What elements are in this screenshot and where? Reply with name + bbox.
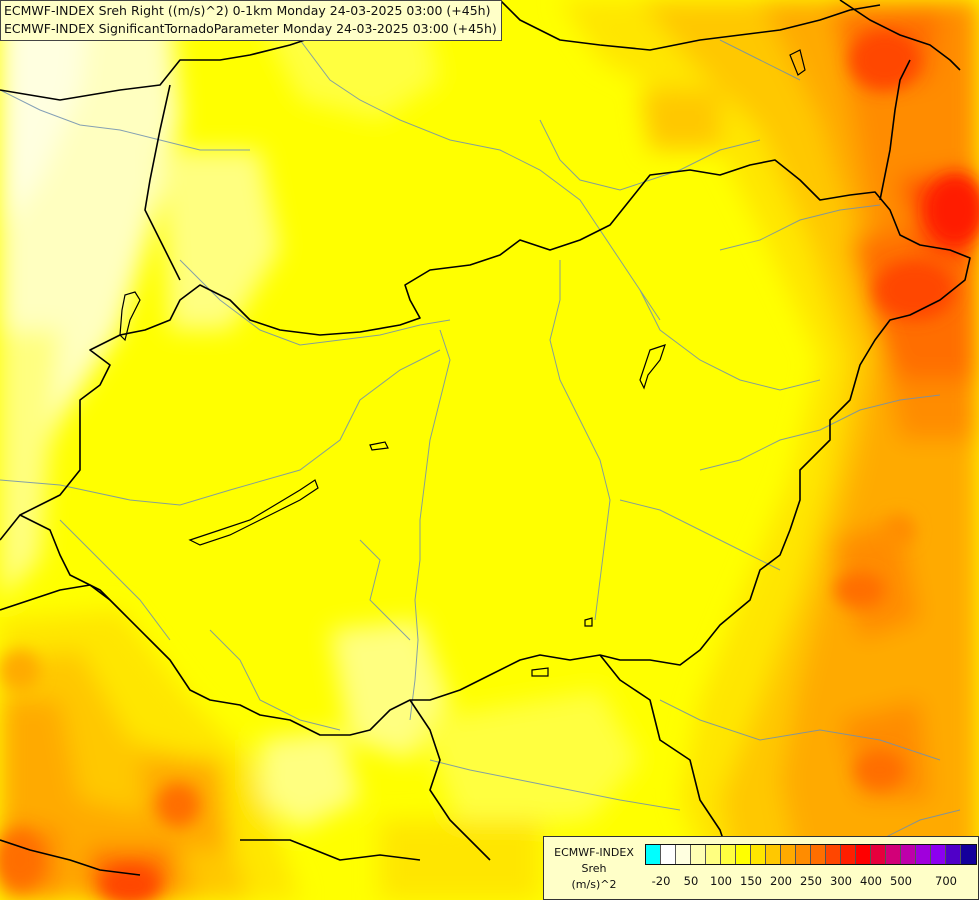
legend-swatch <box>706 845 721 864</box>
legend-swatch <box>721 845 736 864</box>
legend-tick-label: 250 <box>800 874 822 888</box>
title-line-1: ECMWF-INDEX Sreh Right ((m/s)^2) 0-1km M… <box>4 3 491 18</box>
lakes <box>119 49 806 677</box>
legend-swatch <box>676 845 691 864</box>
legend-swatch <box>736 845 751 864</box>
legend-swatch <box>646 845 661 864</box>
title-line-2: ECMWF-INDEX SignificantTornadoParameter … <box>4 21 497 36</box>
legend-tick-label: 700 <box>935 874 957 888</box>
legend-tick-label: -20 <box>651 874 671 888</box>
legend-label-line-1: ECMWF-INDEX <box>554 846 634 859</box>
lake-balaton <box>188 479 319 546</box>
legend-swatch <box>766 845 781 864</box>
legend-swatch <box>916 845 931 864</box>
legend-swatch <box>661 845 676 864</box>
legend-tick-label: 150 <box>740 874 762 888</box>
legend-swatches <box>645 844 977 865</box>
legend-swatch <box>901 845 916 864</box>
legend-swatch <box>856 845 871 864</box>
legend-swatch <box>781 845 796 864</box>
legend-label-line-2: Sreh <box>581 862 607 875</box>
legend-tick-label: 200 <box>770 874 792 888</box>
legend-tick-label: 50 <box>683 874 699 888</box>
legend-label-line-3: (m/s)^2 <box>571 878 617 891</box>
legend-swatch <box>871 845 886 864</box>
legend-swatch <box>961 845 976 864</box>
legend-tick-label: 100 <box>710 874 732 888</box>
legend-swatch <box>826 845 841 864</box>
legend-swatch <box>886 845 901 864</box>
rivers <box>0 14 961 841</box>
legend-swatch <box>811 845 826 864</box>
legend-swatch <box>931 845 946 864</box>
legend-tick-label: 500 <box>890 874 912 888</box>
legend-tick-label: 300 <box>830 874 852 888</box>
legend-swatch <box>751 845 766 864</box>
legend-tick-label: 400 <box>860 874 882 888</box>
legend-swatch <box>946 845 961 864</box>
legend-swatch <box>691 845 706 864</box>
color-legend: ECMWF-INDEX Sreh (m/s)^2 -20 50 100 150 200 2… <box>543 836 979 900</box>
legend-swatch <box>796 845 811 864</box>
map-title-box: ECMWF-INDEX Sreh Right ((m/s)^2) 0-1km M… <box>0 0 502 41</box>
legend-swatch <box>841 845 856 864</box>
